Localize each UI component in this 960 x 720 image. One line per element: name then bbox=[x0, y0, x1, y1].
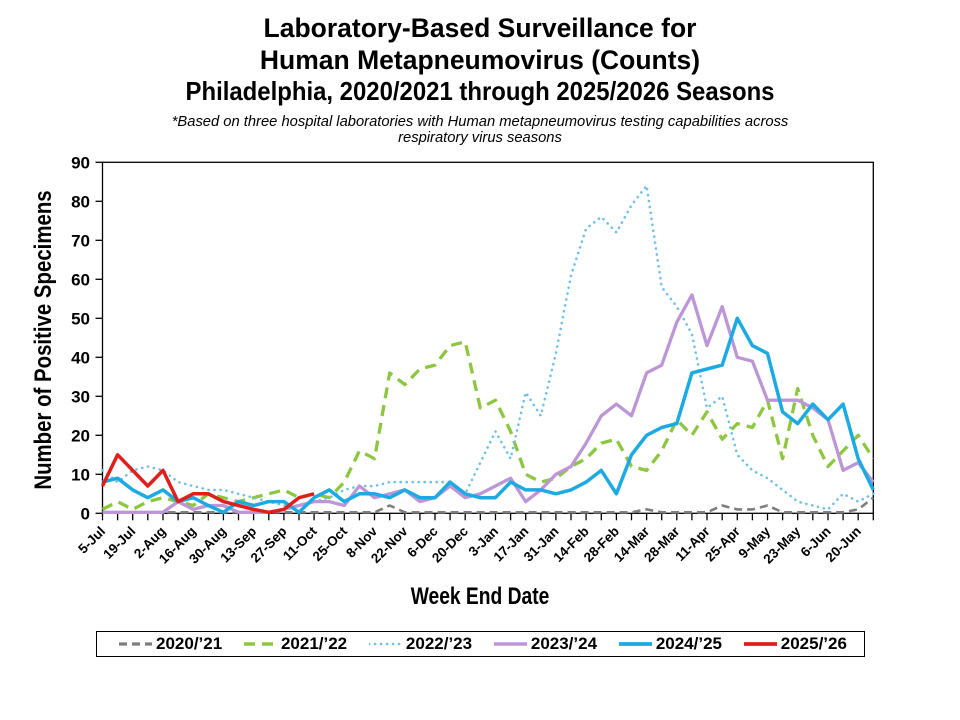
svg-text:10: 10 bbox=[71, 465, 90, 484]
svg-text:70: 70 bbox=[71, 231, 90, 250]
svg-text:20: 20 bbox=[71, 426, 90, 445]
svg-text:25-Apr: 25-Apr bbox=[702, 523, 743, 564]
svg-text:19-Jul: 19-Jul bbox=[100, 524, 138, 562]
svg-text:80: 80 bbox=[71, 192, 90, 211]
svg-text:50: 50 bbox=[71, 309, 90, 328]
svg-text:40: 40 bbox=[71, 348, 90, 367]
svg-text:30: 30 bbox=[71, 387, 90, 406]
svg-text:25-Oct: 25-Oct bbox=[310, 523, 351, 564]
svg-text:60: 60 bbox=[71, 270, 90, 289]
svg-text:0: 0 bbox=[81, 504, 90, 523]
svg-text:90: 90 bbox=[71, 153, 90, 172]
